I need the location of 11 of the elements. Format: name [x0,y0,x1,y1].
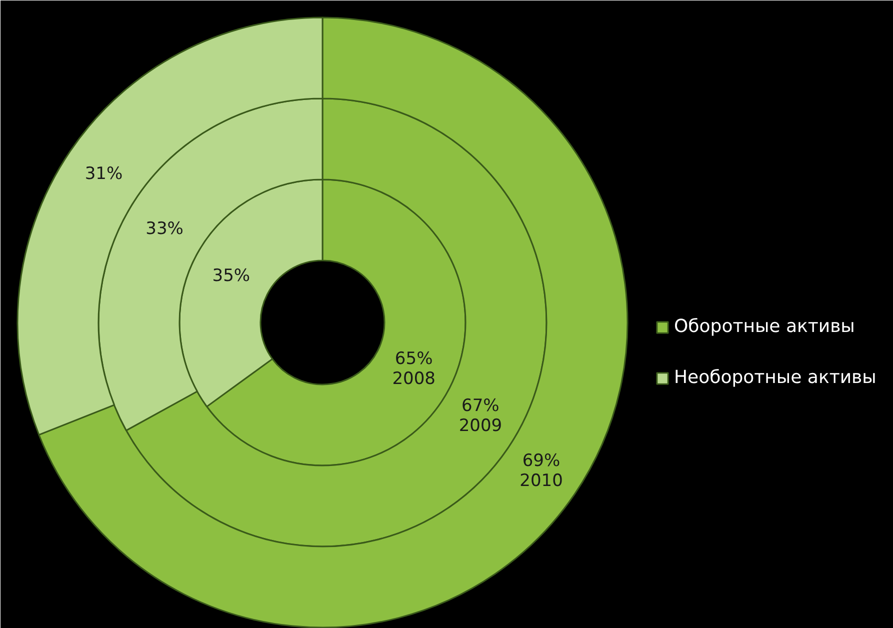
slice-label: 2010 [520,471,563,492]
data-label: 31% [84,164,123,184]
data-label: 65% [394,349,433,370]
legend-label: Оборотные активы [674,316,855,337]
data-label: 67% [462,396,500,416]
data-label: 33% [146,219,184,240]
slice-label: 2008 [392,369,436,390]
data-label: 69% [522,451,560,472]
legend-label: Необоротные активы [674,367,876,388]
data-label: 35% [212,266,250,286]
slice-label: 2009 [458,416,502,436]
